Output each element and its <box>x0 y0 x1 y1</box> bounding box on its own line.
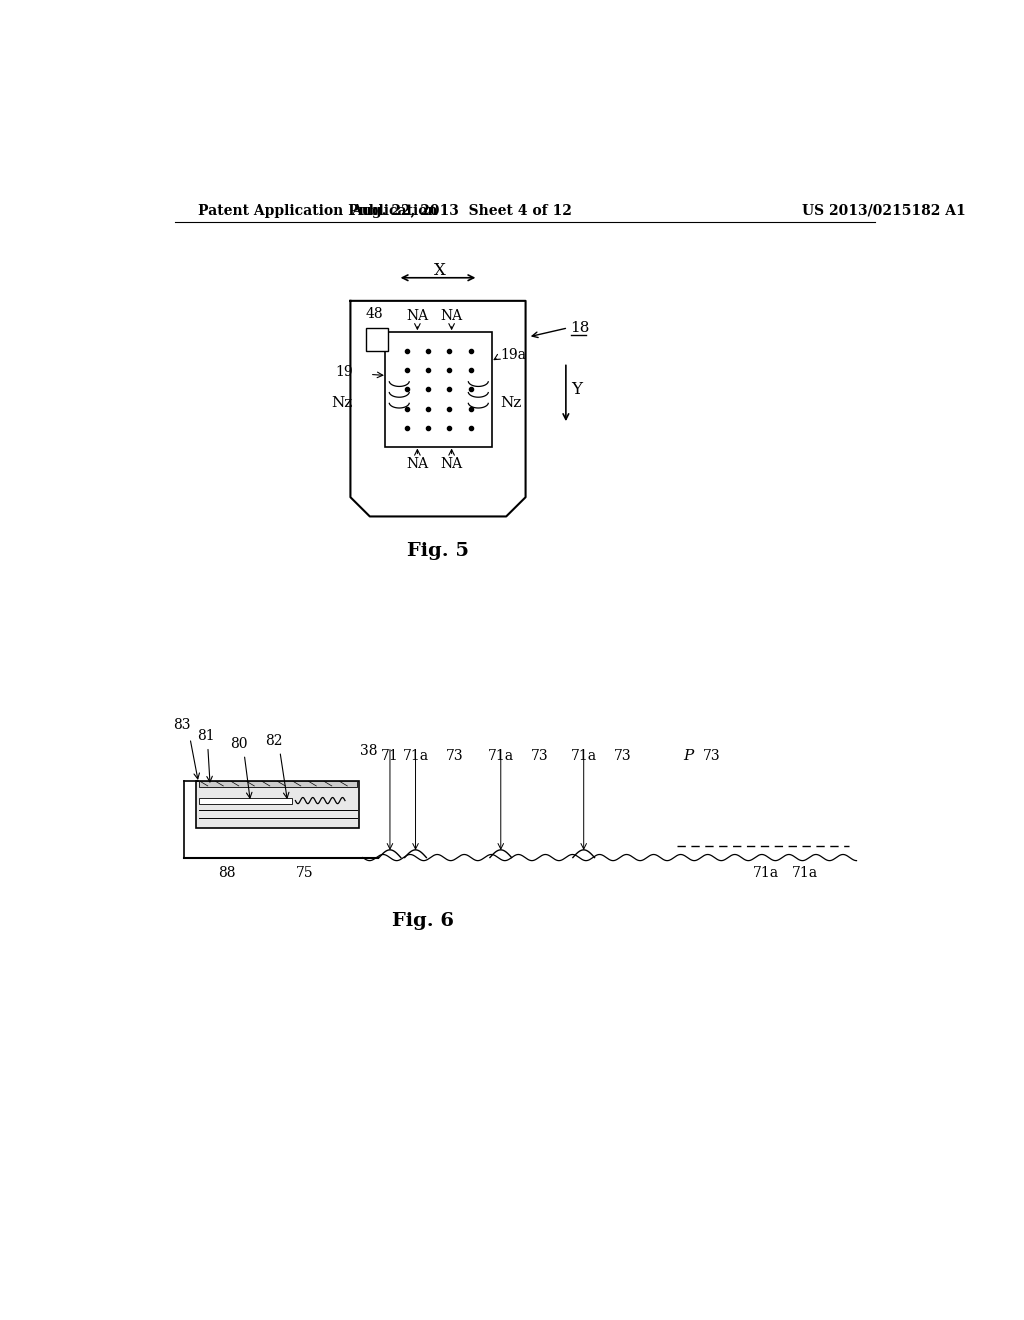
Text: US 2013/0215182 A1: US 2013/0215182 A1 <box>802 203 966 218</box>
Text: 73: 73 <box>530 748 548 763</box>
Text: X: X <box>433 261 445 279</box>
Text: 88: 88 <box>218 866 236 880</box>
Text: 81: 81 <box>197 729 214 743</box>
Bar <box>199 780 356 787</box>
Text: NA: NA <box>407 309 428 323</box>
Text: 82: 82 <box>265 734 283 747</box>
Text: Aug. 22, 2013  Sheet 4 of 12: Aug. 22, 2013 Sheet 4 of 12 <box>351 203 571 218</box>
Bar <box>385 331 493 447</box>
Text: 19a: 19a <box>500 347 526 362</box>
Text: 71a: 71a <box>753 866 779 880</box>
Text: 71a: 71a <box>487 748 514 763</box>
Text: 38: 38 <box>360 744 378 758</box>
Text: 73: 73 <box>445 748 463 763</box>
Text: P: P <box>683 748 693 763</box>
Text: 80: 80 <box>230 737 248 751</box>
Text: 73: 73 <box>613 748 631 763</box>
Text: NA: NA <box>407 457 428 471</box>
Text: 75: 75 <box>296 866 313 880</box>
Text: NA: NA <box>440 309 463 323</box>
Text: 71a: 71a <box>402 748 429 763</box>
Text: 71a: 71a <box>792 866 817 880</box>
Text: 19: 19 <box>335 366 352 379</box>
Text: Fig. 6: Fig. 6 <box>391 912 454 929</box>
Text: Y: Y <box>571 381 583 397</box>
Text: Nz: Nz <box>332 396 352 411</box>
Text: Nz: Nz <box>500 396 521 411</box>
Bar <box>366 327 388 351</box>
Text: Patent Application Publication: Patent Application Publication <box>198 203 437 218</box>
Text: 71: 71 <box>381 748 398 763</box>
Text: 48: 48 <box>366 308 384 321</box>
Text: 73: 73 <box>702 748 721 763</box>
Text: NA: NA <box>440 457 463 471</box>
Bar <box>199 797 292 804</box>
Text: 83: 83 <box>173 718 191 733</box>
Text: Fig. 5: Fig. 5 <box>407 543 469 560</box>
Text: 18: 18 <box>570 321 590 335</box>
Bar <box>197 780 359 829</box>
Text: 71a: 71a <box>570 748 597 763</box>
